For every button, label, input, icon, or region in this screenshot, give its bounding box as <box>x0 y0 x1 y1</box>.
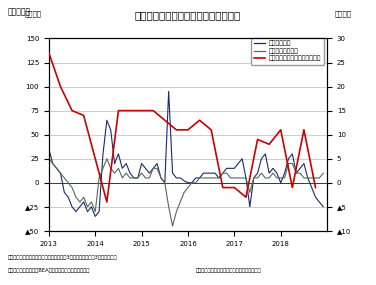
Text: （図表７）: （図表７） <box>8 7 31 16</box>
Text: （年率）: （年率） <box>24 10 41 17</box>
Text: （年率）: （年率） <box>335 10 352 17</box>
Legend: 住宅着工件数, 住宅建築許可件数, 住宅投資（実質伸び率、右軸）: 住宅着工件数, 住宅建築許可件数, 住宅投資（実質伸び率、右軸） <box>251 38 324 64</box>
Text: 住宅着工件数と実質住宅投資の伸び率: 住宅着工件数と実質住宅投資の伸び率 <box>135 10 241 20</box>
Text: （資料）センサス局、BEAよりニッセイ基礎研究所作成: （資料）センサス局、BEAよりニッセイ基礎研究所作成 <box>8 268 90 273</box>
Text: （着工・建築許可：月次、住宅投資：四半期）: （着工・建築許可：月次、住宅投資：四半期） <box>196 268 261 273</box>
Text: （注）住宅着工件数、住宅建築許可件数は3カ月移動平均後の3カ月前比年率: （注）住宅着工件数、住宅建築許可件数は3カ月移動平均後の3カ月前比年率 <box>8 255 117 260</box>
